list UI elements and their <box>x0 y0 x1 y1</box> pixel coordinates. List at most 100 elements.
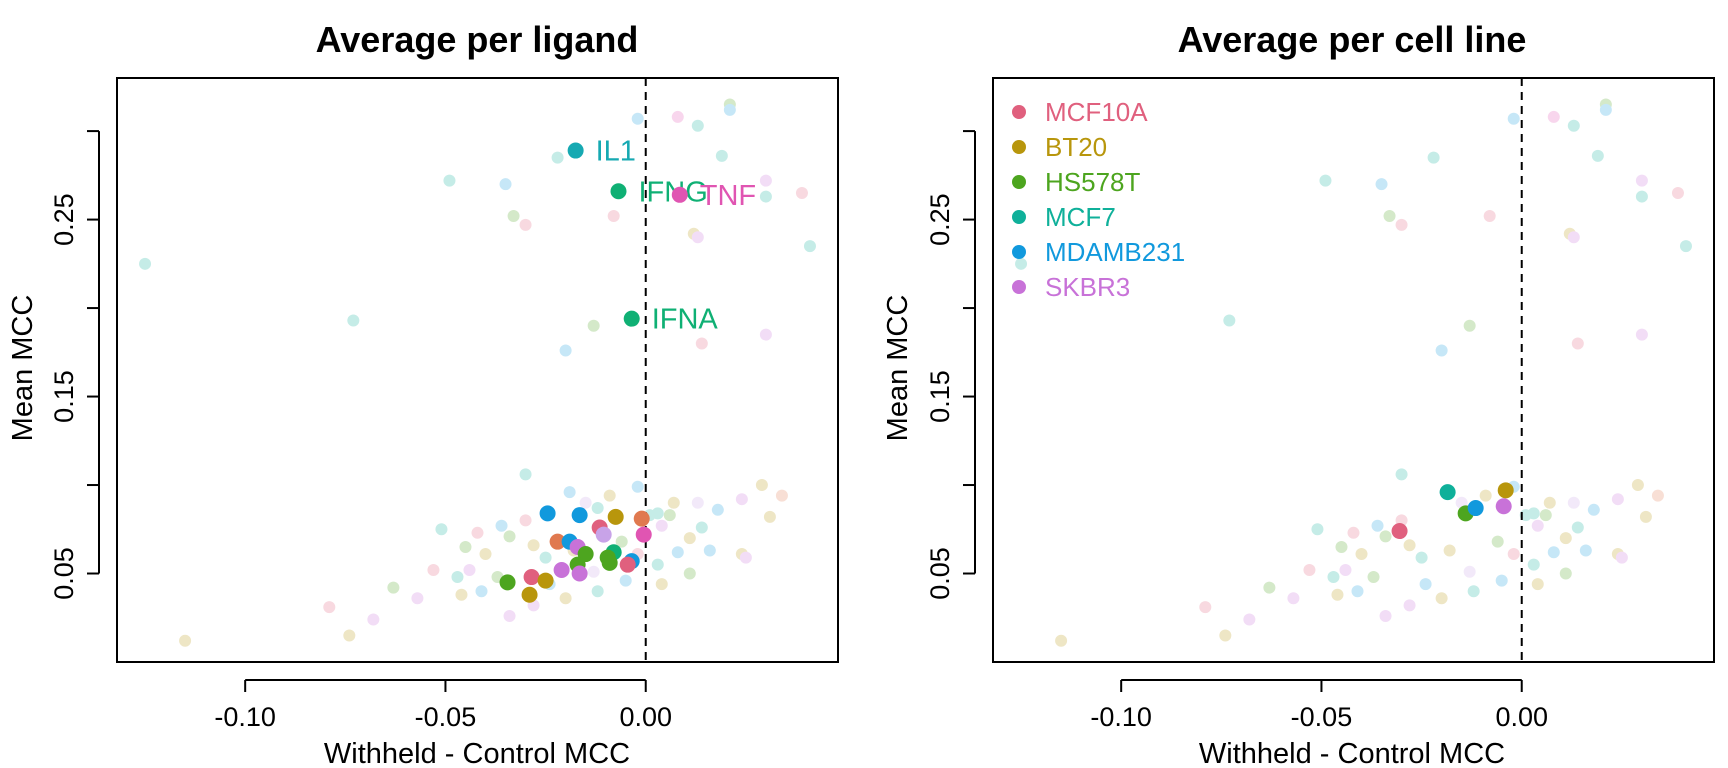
background-point <box>715 149 728 162</box>
labeled-ligand-point <box>671 186 688 203</box>
background-point <box>1463 565 1476 578</box>
background-point <box>691 119 704 132</box>
y-tick-label: 0.15 <box>925 370 955 423</box>
background-point <box>1543 496 1556 509</box>
background-point <box>179 634 192 647</box>
background-point <box>1527 558 1540 571</box>
background-point <box>427 563 440 576</box>
cell-line-panel: Average per cell line Withheld - Control… <box>882 19 1715 768</box>
ligand-point <box>601 554 618 571</box>
labeled-ligand-point <box>623 310 640 327</box>
background-point <box>323 601 336 614</box>
cell-line-point <box>1439 484 1456 501</box>
background-point <box>1371 519 1384 532</box>
background-point <box>651 558 664 571</box>
background-point <box>735 493 748 506</box>
background-point <box>1395 218 1408 231</box>
background-point <box>1635 174 1648 187</box>
background-point <box>711 503 724 516</box>
legend-label: HS578T <box>1045 167 1140 197</box>
background-point <box>1375 178 1388 191</box>
background-point <box>1531 578 1544 591</box>
ligand-point <box>539 505 556 522</box>
background-point <box>1567 119 1580 132</box>
background-point <box>495 519 508 532</box>
x-tick-label: -0.10 <box>1090 702 1152 732</box>
background-point <box>1055 634 1068 647</box>
legend-label: MCF7 <box>1045 202 1116 232</box>
background-point <box>1219 629 1232 642</box>
background-point <box>551 151 564 164</box>
ligand-point <box>571 565 588 582</box>
background-point <box>1015 257 1028 270</box>
background-point <box>503 609 516 622</box>
legend-label: MCF10A <box>1045 97 1148 127</box>
background-point <box>455 588 468 601</box>
ligand-point <box>607 508 624 525</box>
y-axis-label: Mean MCC <box>882 295 914 442</box>
background-point <box>471 526 484 539</box>
background-point <box>1243 613 1256 626</box>
background-point <box>1671 187 1684 200</box>
legend-label: BT20 <box>1045 132 1107 162</box>
background-point <box>579 496 592 509</box>
background-point <box>1679 240 1692 253</box>
background-point <box>587 319 600 332</box>
background-point <box>1335 540 1348 553</box>
background-point <box>499 178 512 191</box>
background-point <box>1507 548 1520 561</box>
background-point <box>459 540 472 553</box>
background-point <box>1539 509 1552 522</box>
background-point <box>1443 544 1456 557</box>
background-point <box>411 592 424 605</box>
background-point <box>343 629 356 642</box>
background-point <box>1559 567 1572 580</box>
background-point <box>1223 314 1236 327</box>
background-point <box>763 510 776 523</box>
background-point <box>795 187 808 200</box>
ligand-point <box>537 572 554 589</box>
legend-marker <box>1012 210 1026 224</box>
background-point <box>1327 571 1340 584</box>
background-point <box>1651 489 1664 502</box>
background-point <box>587 565 600 578</box>
background-point <box>475 585 488 598</box>
background-point <box>591 585 604 598</box>
background-point <box>1615 551 1628 564</box>
background-point <box>1383 210 1396 223</box>
ligand-point <box>499 574 516 591</box>
ligand-point <box>571 507 588 524</box>
labeled-ligand-point <box>567 142 584 159</box>
background-point <box>1571 521 1584 534</box>
ligand-panel: Average per ligand Withheld - Control MC… <box>7 19 839 768</box>
background-point <box>1403 599 1416 612</box>
background-point <box>1599 103 1612 116</box>
background-point <box>479 548 492 561</box>
x-tick-label: -0.10 <box>214 702 276 732</box>
plot-frame <box>116 77 839 663</box>
background-point <box>559 592 572 605</box>
background-point <box>607 210 620 223</box>
background-point <box>683 532 696 545</box>
ligand-point <box>595 526 612 543</box>
cell-line-point <box>1391 523 1408 540</box>
background-point <box>1495 574 1508 587</box>
background-point <box>723 103 736 116</box>
background-point <box>503 530 516 543</box>
chart-title: Average per cell line <box>1178 19 1527 60</box>
background-point <box>755 479 768 492</box>
background-point <box>367 613 380 626</box>
background-point <box>703 544 716 557</box>
background-point <box>1331 588 1344 601</box>
legend-marker <box>1012 105 1026 119</box>
legend-marker <box>1012 245 1026 259</box>
background-point <box>671 546 684 559</box>
background-point <box>1483 210 1496 223</box>
background-point <box>655 578 668 591</box>
x-tick-label: -0.05 <box>1291 702 1353 732</box>
background-point <box>1303 563 1316 576</box>
background-point <box>759 328 772 341</box>
background-point <box>519 218 532 231</box>
background-point <box>1395 468 1408 481</box>
